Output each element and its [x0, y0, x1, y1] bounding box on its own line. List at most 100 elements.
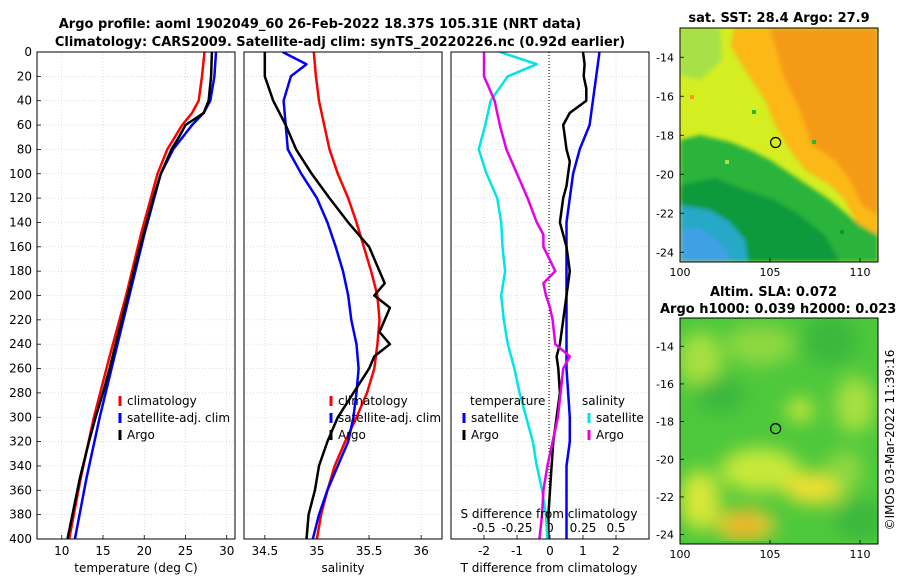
y-tick-label: 60 [17, 118, 32, 132]
legend-label-satellite: satellite-adj. clim [338, 411, 441, 425]
y-tick-label: 240 [9, 337, 32, 351]
top-tick-label: 0 [546, 521, 554, 535]
argo-position-marker [769, 136, 782, 149]
y-tick-label: 0 [24, 45, 32, 59]
temperature-lines [66, 52, 218, 539]
difference-axis-ticks: -2 -1 0 1 2 [478, 535, 620, 558]
top-tick-label: 0.25 [570, 521, 597, 535]
sst-map-image [680, 28, 878, 262]
legend-label-t-argo: Argo [471, 428, 499, 442]
temperature-legend: climatology satellite-adj. clim Argo [118, 394, 230, 442]
sla-map-ticks: 100 105 110 -14 -16 -18 -20 -22 -24 [656, 340, 870, 561]
top-tick-label: -0.25 [501, 521, 532, 535]
y-tick-label: 80 [17, 142, 32, 156]
map-y-tick-label: -22 [656, 491, 674, 504]
series-line-s-satellite [477, 52, 549, 539]
map-x-tick-label: 105 [760, 548, 781, 561]
sla-map-image [680, 318, 878, 544]
legend-title-salinity: salinity [582, 394, 625, 408]
y-tick-label: 400 [9, 532, 32, 546]
difference-panel: -2 -1 0 1 2 -0.5 -0.25 0 0.25 0.5 S difference f… [450, 51, 650, 575]
x-tick-label: 25 [178, 544, 193, 558]
y-tick-label: 140 [9, 215, 32, 229]
imos-credit: ©IMOS 03-Mar-2022 11:39:16 [883, 350, 897, 531]
y-tick-label: 200 [9, 289, 32, 303]
sla-map-panel: Altim. SLA: 0.072 Argo h1000: 0.039 h200… [656, 285, 896, 561]
map-y-tick-label: -18 [656, 416, 674, 429]
legend-label-argo: Argo [127, 428, 155, 442]
sla-map-title-line2: Argo h1000: 0.039 h2000: 0.023 [660, 302, 896, 317]
x-tick-label: 30 [219, 544, 234, 558]
y-tick-label: 120 [9, 191, 32, 205]
legend-label-climatology: climatology [127, 394, 197, 408]
x-tick-label: 35.5 [356, 544, 383, 558]
salinity-lines [263, 52, 392, 539]
salinity-legend: climatology satellite-adj. clim Argo [329, 394, 441, 442]
y-tick-label: 180 [9, 264, 32, 278]
argo-position-marker [769, 423, 782, 435]
salinity-grid [244, 51, 442, 540]
x-tick-label: 35 [309, 544, 324, 558]
x-tick-label: 15 [95, 544, 110, 558]
y-tick-label: 340 [9, 459, 32, 473]
map-y-tick-label: -14 [656, 51, 674, 64]
map-y-tick-label: -22 [656, 207, 674, 220]
x-tick-label: 2 [612, 544, 620, 558]
series-line-argo [66, 52, 214, 539]
map-x-tick-label: 100 [670, 548, 691, 561]
figure-title-line2: Climatology: CARS2009. Satellite-adj cli… [55, 35, 625, 50]
x-tick-label: 36 [414, 544, 429, 558]
series-line-satellite-adj-clim [282, 52, 360, 539]
temperature-xlabel: temperature (deg C) [74, 561, 197, 575]
legend-label-s-argo: Argo [596, 428, 624, 442]
y-tick-label: 40 [17, 94, 32, 108]
salinity-panel: 34.5 35 35.5 36 salinity climatology satell… [243, 51, 443, 575]
map-y-tick-label: -24 [656, 529, 674, 542]
x-tick-label: -1 [511, 544, 523, 558]
map-y-tick-label: -20 [656, 453, 674, 466]
legend-label-climatology: climatology [338, 394, 408, 408]
legend-label-s-satellite: satellite [596, 411, 644, 425]
salinity-frame [243, 51, 443, 540]
map-x-tick-label: 105 [760, 266, 781, 279]
map-y-tick-label: -18 [656, 129, 674, 142]
series-line-climatology [312, 52, 381, 539]
y-tick-label: 20 [17, 69, 32, 83]
legend-label-t-satellite: satellite [471, 411, 519, 425]
x-tick-label: 34.5 [251, 544, 278, 558]
y-tick-label: 280 [9, 386, 32, 400]
difference-xlabel: T difference from climatology [460, 561, 638, 575]
y-tick-label: 220 [9, 313, 32, 327]
y-tick-label: 360 [9, 483, 32, 497]
sst-map-title: sat. SST: 28.4 Argo: 27.9 [688, 11, 869, 26]
map-y-tick-label: -14 [656, 340, 674, 353]
sla-map-frame [679, 317, 879, 545]
sst-map-panel: sat. SST: 28.4 Argo: 27.9 100 105 110 -14 -1… [656, 11, 879, 279]
sst-map-frame [679, 27, 879, 263]
map-x-tick-label: 110 [850, 266, 871, 279]
y-tick-label: 300 [9, 410, 32, 424]
map-y-tick-label: -16 [656, 90, 674, 103]
difference-frame [450, 51, 650, 540]
map-y-tick-label: -24 [656, 246, 674, 259]
y-tick-label: 380 [9, 508, 32, 522]
series-line-climatology [67, 52, 206, 539]
difference-lines [477, 52, 601, 539]
map-x-tick-label: 110 [850, 548, 871, 561]
salinity-difference-axis-ticks: -0.5 -0.25 0 0.25 0.5 [472, 521, 625, 535]
sla-map-title-line1: Altim. SLA: 0.072 [710, 285, 837, 300]
x-tick-label: 0 [546, 544, 554, 558]
sst-map-ticks: 100 105 110 -14 -16 -18 -20 -22 -24 [656, 51, 870, 279]
map-x-tick-label: 100 [670, 266, 691, 279]
temperature-axis-ticks: 10 15 20 25 30 [54, 535, 234, 558]
temperature-panel: 0 20 40 60 80 100 120 140 160 180 200 220 240 260 280 3… [9, 45, 236, 575]
legend-label-satellite: satellite-adj. clim [127, 411, 230, 425]
temperature-frame [36, 51, 236, 540]
depth-axis-ticks: 0 20 40 60 80 100 120 140 160 180 200 220 240 260 280 3… [9, 45, 41, 546]
top-tick-label: 0.5 [606, 521, 625, 535]
difference-grid [451, 51, 649, 540]
map-y-tick-label: -20 [656, 168, 674, 181]
difference-legend: temperature satellite Argo salinity sate… [462, 394, 644, 442]
x-tick-label: 20 [137, 544, 152, 558]
